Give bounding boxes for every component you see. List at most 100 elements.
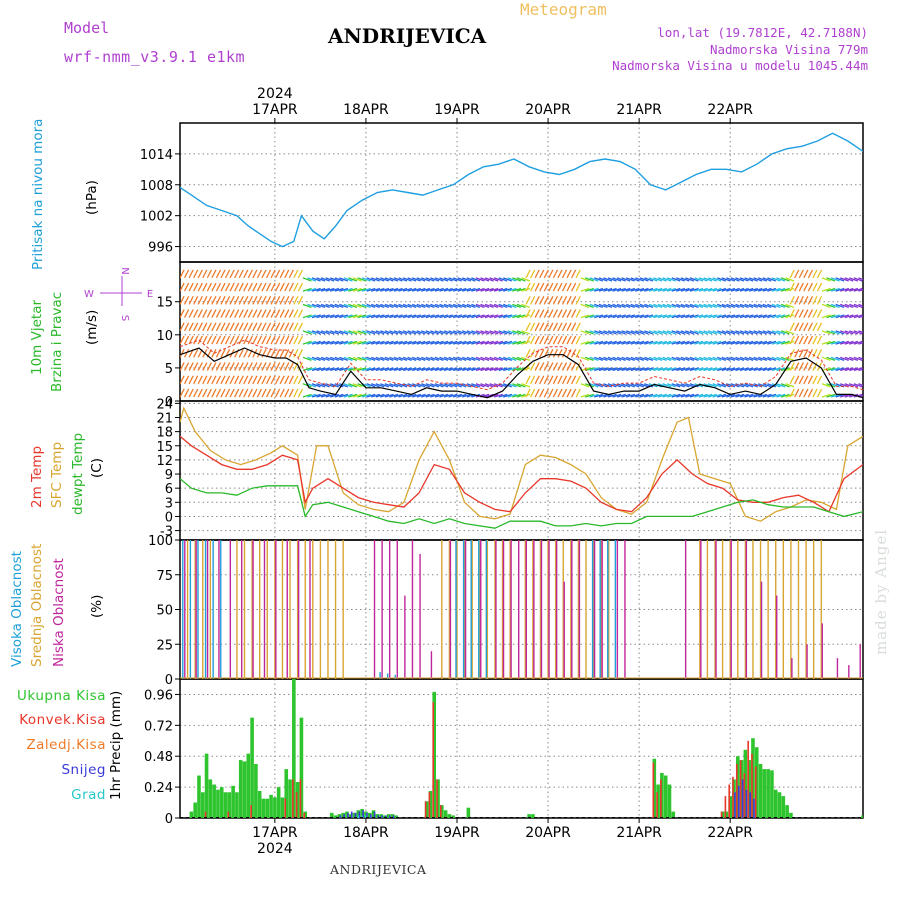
wind-arrow [707,330,717,335]
wind-arrow [575,269,581,279]
wind-arrow [849,393,859,398]
wind-arrow [676,356,685,362]
wind-arrow [539,335,545,345]
wind-arrow [771,330,781,335]
wind-arrow [612,340,622,345]
wind-arrow [448,340,458,345]
wind-arrow [443,340,453,345]
wind-arrow [202,296,208,305]
wind-arrow [521,340,531,345]
wind-arrow [726,287,736,292]
wind-arrow [648,393,658,398]
wind-arrow [256,296,263,305]
precip-bar [299,717,304,818]
wind-arrow [224,269,231,279]
wind-arrow [421,367,431,372]
wind-arrow [543,362,549,371]
wind-arrow [685,330,695,335]
wind-arrow [384,356,394,362]
wind-arrow [739,340,749,345]
day-label-top: 18APR [343,102,389,118]
wind-arrow [776,314,786,319]
wind-arrow [252,388,258,398]
wind-arrow [657,356,667,362]
wind-arrow [330,330,339,335]
wind-arrow [348,383,358,388]
wind-arrow [589,383,599,388]
wind-arrow [361,287,371,292]
wind-arrow [812,375,818,385]
wind-arrow [739,330,749,335]
wind-arrow [434,393,444,398]
wind-arrow [840,277,849,282]
precip-bar [667,784,672,818]
wind-arrow [243,388,249,398]
wind-arrow [694,356,704,362]
precip-bar [720,811,725,818]
wind-arrow [748,277,758,282]
wind-arrow [821,393,831,398]
wind-arrow [398,303,408,309]
model-altitude-text: Nadmorska Visina u modelu 1045.44m [612,58,868,73]
wind-arrow [256,322,263,332]
panel-frame [179,678,864,819]
precip-bar [347,812,349,818]
precip-bar [436,779,440,818]
wind-arrow [302,330,312,335]
wind-arrow [530,335,536,345]
wind-arrow [293,348,299,358]
wind-arrow [270,296,276,305]
wind-arrow [234,362,240,371]
wind-arrow [794,269,800,279]
wind-arrow [739,277,749,282]
wind-arrow [585,330,594,335]
wind-arrow [626,367,636,372]
wind-arrow [603,277,613,282]
wind-arrow [348,393,358,398]
precip-bar [284,798,287,818]
wind-arrow [635,383,645,388]
y-tick-label: 75 [156,569,173,584]
wind-arrow [503,314,513,319]
wind-arrow [215,296,222,305]
wind-arrow [644,356,654,362]
wind-arrow [662,277,672,282]
precip-bar [861,815,863,818]
wind-arrow [771,277,781,282]
wind-arrow [849,287,859,292]
wind-arrow [416,367,426,372]
wind-arrow [776,277,786,282]
wind-arrow [307,367,317,372]
wind-arrow [293,309,299,318]
wind-arrow [512,277,522,282]
precip-bar [743,772,746,818]
wind-arrow [662,367,672,372]
wind-arrow [453,340,462,345]
wind-arrow [493,340,503,345]
wind-arrow [698,340,708,345]
wind-arrow [512,287,522,292]
wind-arrow [594,393,604,398]
wind-arrow [726,367,736,372]
wind-arrow [211,309,217,318]
wind-arrow [521,356,531,362]
wind-arrow [311,367,321,372]
wind-arrow [252,375,258,385]
precip-bar [280,797,285,818]
wind-arrow [311,287,321,292]
wind-arrow [238,375,244,385]
wind-arrow [279,335,285,345]
wind-arrow [707,393,717,398]
wind-arrow [498,367,508,372]
wind-arrow [238,309,244,318]
wind-arrow [840,340,850,345]
wind-arrow [557,335,563,345]
wind-arrow [657,393,667,398]
wind-arrow [853,330,863,335]
wind-arrow [557,296,563,305]
wind-arrow [653,356,663,362]
wind-arrow [616,277,626,282]
precip-bar [197,775,201,818]
wind-arrow [402,287,412,292]
wind-arrow [621,393,631,398]
